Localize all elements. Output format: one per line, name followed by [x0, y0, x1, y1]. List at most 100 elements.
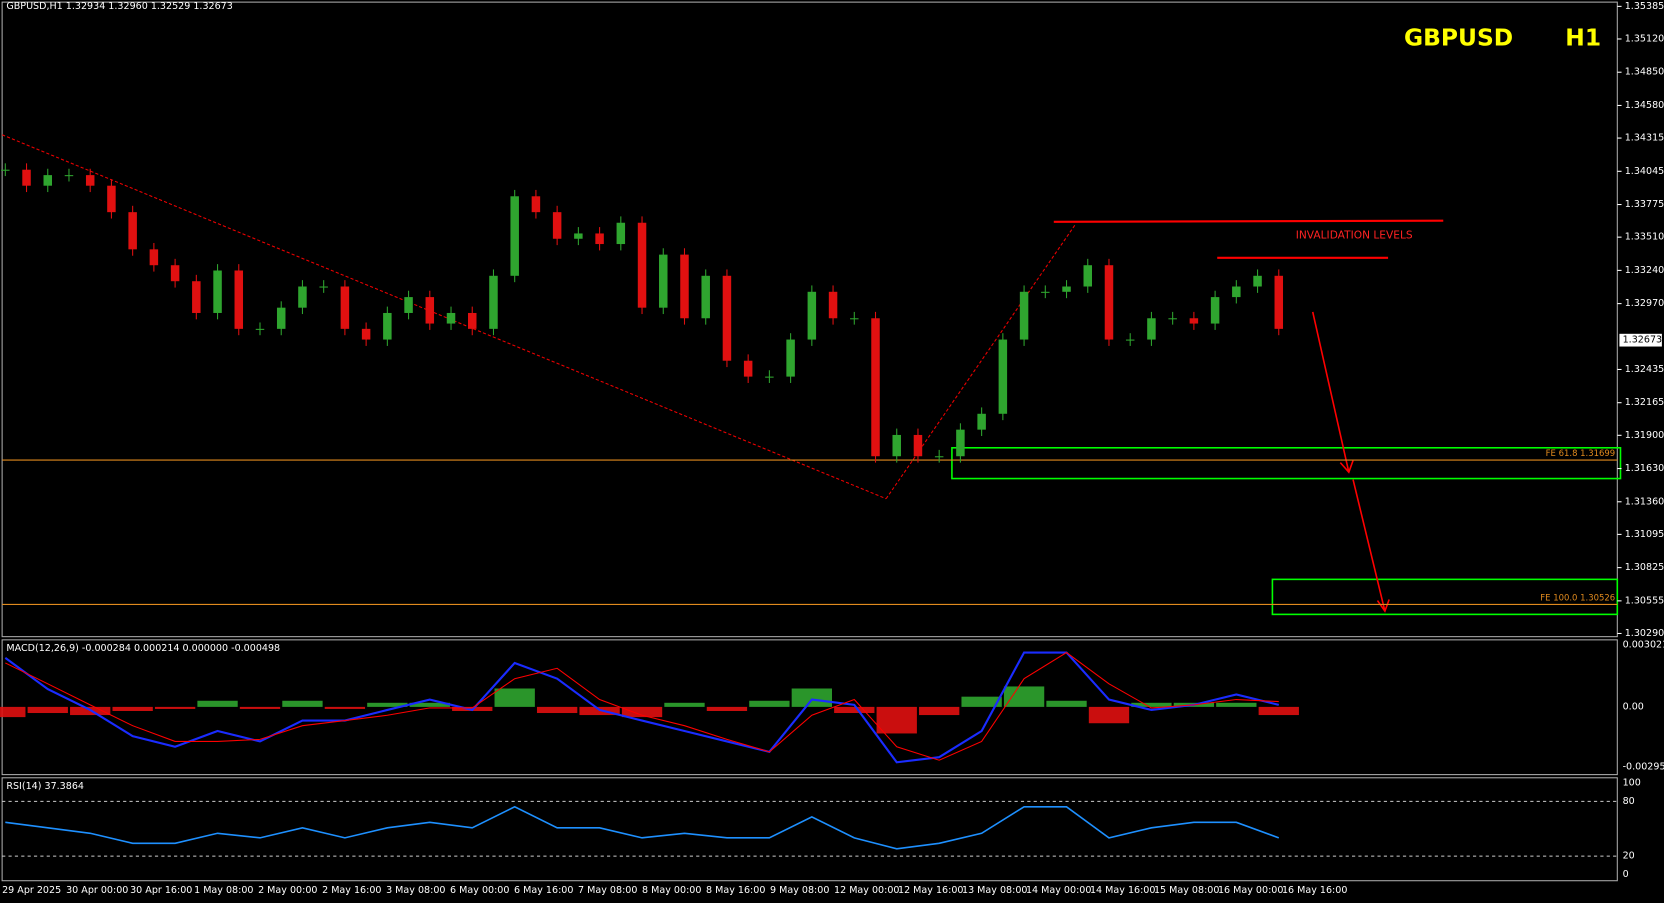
candle	[446, 312, 456, 324]
candle	[998, 339, 1008, 414]
time-label: 16 May 00:00	[1218, 885, 1283, 896]
candle	[128, 212, 137, 250]
candle	[871, 318, 880, 457]
time-label: 2 May 16:00	[322, 885, 381, 896]
candle	[1168, 318, 1177, 320]
fib-label: FE 61.8 1.31699	[1546, 448, 1615, 458]
price-tick-label: 1.34315	[1625, 133, 1664, 144]
macd-bar	[961, 696, 1002, 707]
candle	[255, 328, 265, 330]
macd-bar	[1046, 700, 1087, 707]
candle	[1, 169, 10, 171]
candle	[1147, 318, 1156, 340]
symbol-info: GBPUSD,H1 1.32934 1.32960 1.32529 1.3267…	[6, 1, 232, 12]
time-label: 6 May 00:00	[450, 885, 509, 896]
price-tick-label: 1.30555	[1625, 595, 1664, 606]
price-tick-label: 1.30290	[1625, 628, 1664, 639]
candle	[22, 169, 31, 186]
candle	[340, 286, 350, 329]
candle	[659, 254, 668, 308]
candle	[1041, 291, 1050, 293]
rsi-label: RSI(14) 37.3864	[6, 781, 84, 792]
candle	[468, 312, 477, 329]
candle	[1019, 291, 1029, 340]
rsi-tick-label: 0	[1623, 869, 1629, 880]
candle	[828, 291, 838, 319]
price-tick-label: 1.34850	[1625, 67, 1664, 78]
candle	[552, 212, 562, 239]
candle	[786, 339, 795, 377]
macd-bar	[112, 706, 153, 711]
candle	[977, 413, 986, 430]
macd-bar	[27, 706, 68, 714]
price-tick-label: 1.35120	[1625, 33, 1664, 44]
time-label: 14 May 16:00	[1090, 885, 1155, 896]
macd-signal	[5, 651, 1279, 761]
macd-bar	[621, 706, 663, 718]
candle	[149, 249, 159, 266]
macd-bar	[1131, 702, 1172, 707]
candle	[595, 233, 604, 245]
candle	[276, 307, 286, 329]
time-label: 14 May 00:00	[1026, 885, 1091, 896]
candle	[807, 291, 817, 340]
invalidation-label: INVALIDATION LEVELS	[1296, 229, 1413, 242]
candle	[510, 196, 519, 276]
time-label: 8 May 16:00	[706, 885, 765, 896]
macd-bar	[749, 700, 790, 707]
macd-bar	[706, 706, 748, 711]
price-tick-label: 1.31630	[1625, 463, 1664, 474]
macd-bar	[197, 700, 238, 707]
price-tick-label: 1.34045	[1625, 166, 1664, 177]
candle	[234, 270, 244, 329]
candle	[765, 376, 774, 378]
price-tick-label: 1.34580	[1625, 100, 1664, 111]
candle	[531, 196, 541, 213]
macd-tick-label: 0.003021	[1623, 640, 1664, 651]
macd-bar	[282, 700, 323, 707]
time-label: 29 Apr 2025	[2, 885, 61, 896]
time-label: 3 May 08:00	[386, 885, 445, 896]
rsi-line	[5, 805, 1280, 850]
price-tick-label: 1.31095	[1625, 529, 1664, 540]
macd-tick-label: 0.00	[1623, 701, 1644, 712]
fib-label: FE 100.0 1.30526	[1540, 593, 1615, 603]
macd-bar	[1216, 702, 1257, 707]
candle	[574, 233, 583, 239]
candle	[1104, 265, 1114, 340]
time-label: 9 May 08:00	[770, 885, 829, 896]
price-tick-label: 1.33510	[1625, 232, 1664, 243]
macd-bar	[324, 706, 366, 709]
time-label: 30 Apr 16:00	[130, 885, 192, 896]
current-price-box	[1619, 333, 1662, 347]
price-tick-label: 1.30825	[1625, 562, 1664, 573]
candle	[319, 286, 328, 288]
candle	[361, 328, 371, 340]
candle	[743, 360, 753, 377]
panel-borders	[1, 1, 1618, 882]
candle	[489, 275, 498, 329]
candle	[1232, 286, 1241, 298]
candle	[64, 175, 74, 177]
rsi-tick-label: 80	[1623, 796, 1635, 807]
candle	[43, 175, 52, 186]
macd-label: MACD(12,26,9) -0.000284 0.000214 0.00000…	[6, 643, 280, 654]
current-price: 1.32673	[1623, 335, 1662, 346]
price-tick-label: 1.35385	[1625, 1, 1664, 12]
time-label: 16 May 16:00	[1282, 885, 1347, 896]
candle	[192, 281, 201, 313]
price-tick-label: 1.32435	[1625, 364, 1664, 375]
candle	[616, 222, 626, 245]
candle	[892, 434, 901, 457]
candle	[1210, 297, 1220, 324]
macd-bar	[876, 706, 917, 734]
rsi-tick-label: 100	[1623, 778, 1641, 789]
candle	[956, 429, 965, 457]
candle	[1062, 286, 1071, 292]
macd-bar	[1258, 706, 1299, 716]
macd-bar	[1003, 686, 1045, 707]
candle	[404, 297, 413, 313]
time-label: 15 May 08:00	[1154, 885, 1219, 896]
candle	[850, 318, 859, 320]
time-label: 12 May 16:00	[898, 885, 963, 896]
